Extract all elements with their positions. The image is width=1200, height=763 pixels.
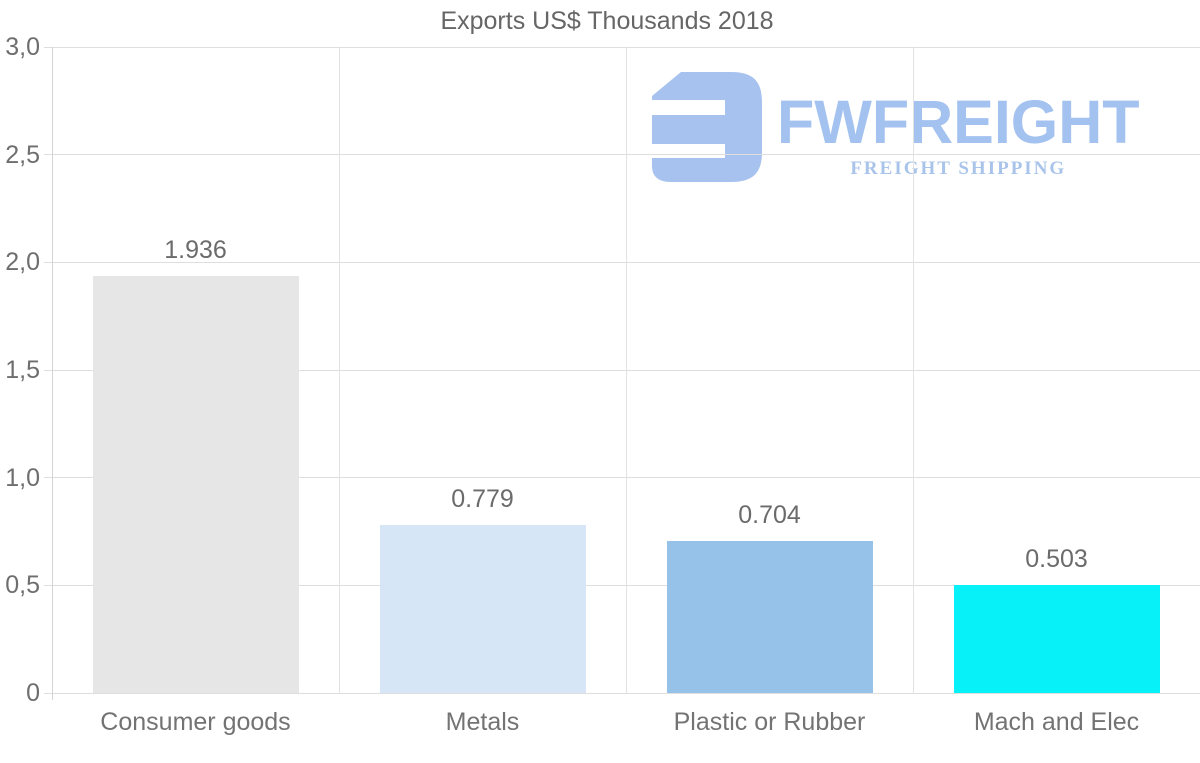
- logo-icon-shape: [652, 72, 762, 182]
- x-category-label: Mach and Elec: [973, 708, 1140, 736]
- bar-value-label: 0.503: [1025, 544, 1088, 573]
- y-tick-label: 1,5: [5, 356, 40, 384]
- chart-title: Exports US$ Thousands 2018: [440, 7, 774, 35]
- y-tick-label: 2,5: [5, 140, 40, 169]
- y-tick-label: 3,0: [5, 33, 40, 61]
- y-gridline: [44, 261, 1200, 263]
- bar-value-label: 1.936: [164, 236, 227, 265]
- fwfreight-logo: FWFREIGHT FREIGHT SHIPPING: [651, 71, 1140, 183]
- bar-plastic-or-rubber: [666, 541, 873, 693]
- y-axis-line: [52, 47, 53, 700]
- bar-value-label: 0.704: [738, 501, 801, 530]
- logo-tagline-text: FREIGHT SHIPPING: [850, 158, 1067, 179]
- x-gridline: [626, 47, 627, 693]
- y-tick-label: 0,5: [5, 571, 40, 600]
- x-category-label: Metals: [445, 708, 520, 736]
- logo-brand-text: FWFREIGHT: [777, 88, 1140, 156]
- y-gridline: [44, 154, 1200, 156]
- bar-mach-and-elec: [953, 584, 1160, 693]
- y-gridline: [44, 584, 1200, 586]
- x-gridline: [913, 47, 914, 693]
- y-gridline: [44, 692, 1200, 694]
- y-tick-label: 2,0: [5, 248, 40, 277]
- bar-consumer-goods: [92, 276, 299, 693]
- x-category-label: Plastic or Rubber: [673, 708, 866, 736]
- bar-value-label: 0.779: [451, 485, 514, 514]
- y-tick-label: 0: [26, 679, 40, 707]
- y-gridline: [44, 46, 1200, 48]
- x-gridline: [339, 47, 340, 693]
- y-gridline: [44, 477, 1200, 479]
- x-category-label: Consumer goods: [100, 708, 291, 736]
- bar-metals: [379, 525, 586, 693]
- logo-text-block: FWFREIGHT FREIGHT SHIPPING: [777, 71, 1140, 180]
- y-tick-label: 1,0: [5, 463, 40, 492]
- fwfreight-logo-icon: [651, 71, 763, 183]
- y-gridline: [44, 369, 1200, 371]
